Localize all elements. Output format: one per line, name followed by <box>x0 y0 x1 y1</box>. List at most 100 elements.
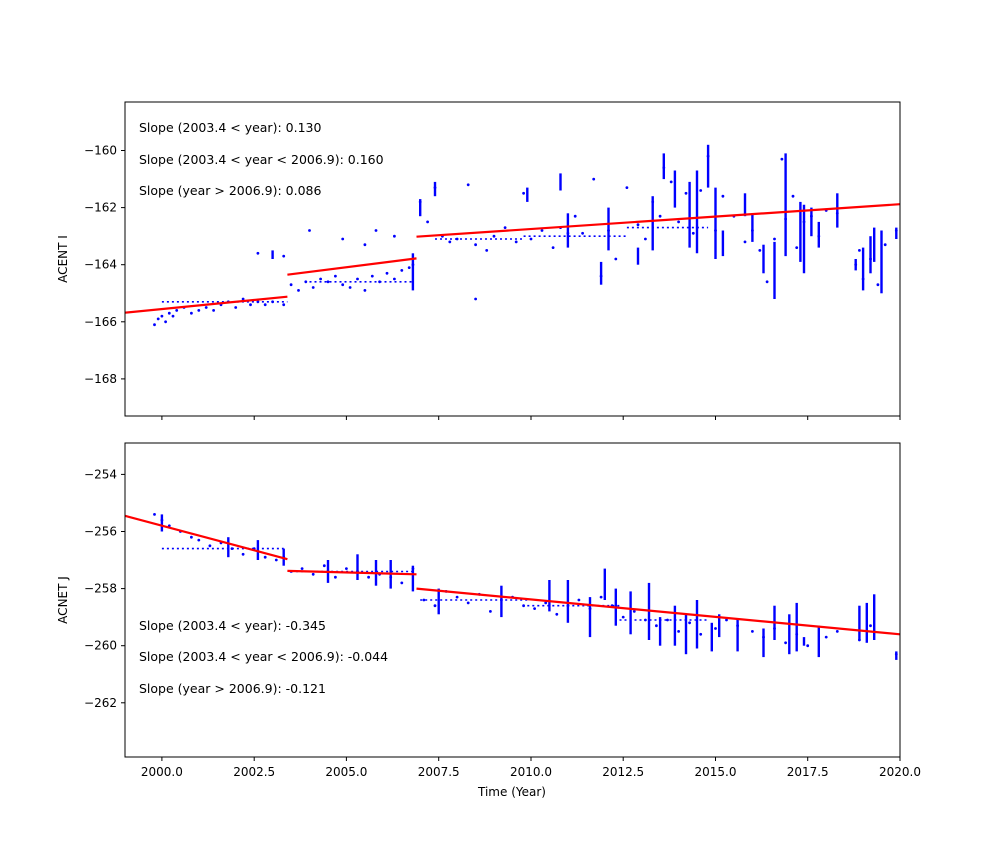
data-point <box>156 317 160 321</box>
data-point <box>164 320 168 324</box>
data-point <box>780 157 784 161</box>
data-point <box>714 627 717 630</box>
data-point <box>765 280 769 284</box>
data-point <box>592 177 596 181</box>
slope-annotation-2: Slope (2003.4 < year < 2006.9): 0.160 <box>139 152 384 167</box>
data-point <box>363 243 367 247</box>
data-point <box>691 231 695 235</box>
data-point <box>175 309 179 312</box>
data-point <box>791 194 795 198</box>
data-point <box>795 246 799 250</box>
data-point <box>334 575 337 579</box>
data-point <box>234 306 238 309</box>
x-tick-label: 2000.0 <box>141 765 183 779</box>
data-point <box>636 223 640 227</box>
data-point <box>212 309 216 312</box>
data-point <box>249 303 252 307</box>
data-point <box>644 237 647 241</box>
data-point <box>721 194 725 198</box>
data-point <box>466 601 470 605</box>
data-point <box>341 237 345 241</box>
x-tick-label: 2012.5 <box>602 765 644 779</box>
data-point <box>522 191 525 195</box>
data-point <box>869 624 872 628</box>
data-point <box>625 186 629 190</box>
data-point <box>522 604 525 608</box>
plot-frame <box>124 442 901 758</box>
data-point <box>758 249 762 252</box>
data-point <box>581 231 584 235</box>
data-point <box>555 612 559 616</box>
data-point <box>171 314 175 318</box>
data-point <box>883 243 887 247</box>
data-point <box>385 271 389 275</box>
data-point <box>393 277 396 281</box>
data-point <box>699 632 703 636</box>
y-tick-label: −260 <box>84 639 117 653</box>
data-point <box>684 191 688 195</box>
data-point <box>167 311 171 315</box>
data-point <box>751 630 754 633</box>
data-point <box>835 630 839 633</box>
y-tick-label: −162 <box>84 201 117 215</box>
y-tick-label: −256 <box>84 525 117 539</box>
data-point <box>348 286 352 289</box>
fit-line-2 <box>287 569 417 576</box>
fit-line-2 <box>287 257 417 276</box>
data-point <box>197 309 201 312</box>
slope-annotation-1: Slope (2003.4 < year): 0.130 <box>139 120 321 135</box>
y-tick-label: −258 <box>84 582 117 596</box>
data-point <box>393 234 396 238</box>
data-point <box>614 257 618 261</box>
data-point <box>514 240 518 244</box>
x-tick-label: 2010.0 <box>510 765 552 779</box>
data-point <box>282 254 286 258</box>
data-point <box>300 567 304 570</box>
y-tick-label: −166 <box>84 315 117 329</box>
data-point <box>544 601 548 605</box>
data-point <box>263 303 267 307</box>
data-point <box>311 572 315 576</box>
data-point <box>485 249 489 252</box>
data-point <box>190 311 193 315</box>
data-point <box>304 280 308 284</box>
data-point <box>503 226 507 230</box>
data-point <box>489 610 492 613</box>
y-tick-label: −262 <box>84 696 117 710</box>
data-point <box>632 610 636 613</box>
data-point <box>197 538 201 542</box>
y-tick-label: −160 <box>84 144 117 158</box>
slope-annotation-2: Slope (2003.4 < year < 2006.9): -0.044 <box>139 649 388 664</box>
data-point <box>319 277 322 281</box>
data-point <box>743 240 747 244</box>
data-point <box>363 289 367 292</box>
data-point <box>655 624 658 628</box>
ylabel-acent-i: ACENT I <box>56 235 70 283</box>
x-tick-label: 2020.0 <box>879 765 921 779</box>
data-point <box>345 567 348 570</box>
data-point <box>422 598 426 602</box>
data-point <box>599 595 603 599</box>
data-point <box>311 286 315 289</box>
y-tick-label: −168 <box>84 372 117 386</box>
data-point <box>784 641 787 645</box>
data-point <box>282 303 286 307</box>
data-point <box>540 229 544 232</box>
data-point <box>699 189 703 192</box>
y-tick-label: −254 <box>84 467 117 481</box>
data-point <box>658 214 662 218</box>
data-point <box>666 618 669 622</box>
data-point <box>241 552 245 556</box>
data-point <box>688 621 691 625</box>
data-point <box>190 535 193 539</box>
data-point <box>621 615 625 619</box>
data-point <box>533 607 536 610</box>
data-point <box>407 266 411 269</box>
data-point <box>256 251 260 255</box>
data-point <box>474 297 477 301</box>
slope-annotation-3: Slope (year > 2006.9): -0.121 <box>139 681 326 696</box>
x-tick-label: 2005.0 <box>325 765 367 779</box>
fit-line-3 <box>416 587 901 636</box>
data-point <box>326 280 330 284</box>
